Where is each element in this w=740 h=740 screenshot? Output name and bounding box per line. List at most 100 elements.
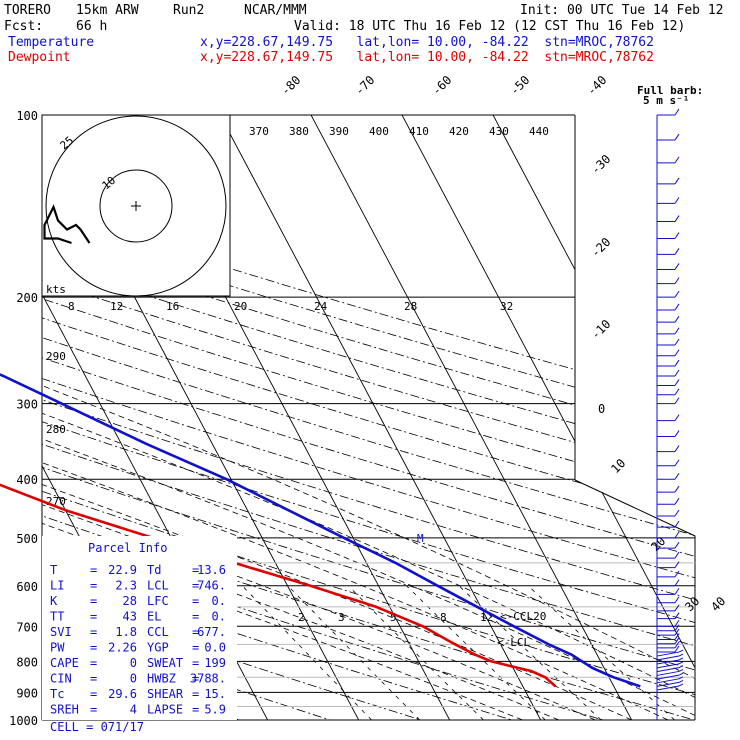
pressure-tick-label: 700 — [16, 620, 38, 634]
pressure-tick-label: 900 — [16, 686, 38, 700]
dry-adiabat — [42, 115, 695, 720]
pressure-tick-label: 200 — [16, 291, 38, 305]
wind-barb-flag — [674, 620, 680, 627]
wind-barb-flag — [674, 303, 680, 311]
wind-barb-flag — [674, 445, 680, 452]
lcl-annotation: <-LCL — [497, 636, 530, 649]
wind-barb-flag — [674, 509, 680, 517]
theta-e-label: 410 — [409, 125, 429, 138]
wind-barb-flag — [674, 624, 680, 632]
forecast-value: 66 h — [76, 19, 108, 34]
parcel-key: SWEAT — [147, 656, 183, 670]
temperature-location: x,y=228.67,149.75 lat,lon= 10.00, -84.22… — [200, 35, 654, 50]
parcel-eq: = — [192, 625, 199, 639]
ccl-annotation: <-CCL20 — [500, 610, 546, 623]
wind-barb-flag — [674, 248, 680, 255]
hodograph-ring-inner — [99, 169, 173, 243]
parcel-eq: = — [192, 579, 199, 593]
parcel-eq: = — [192, 563, 199, 577]
wind-barb-flag — [678, 676, 684, 680]
theta-label: 280 — [46, 423, 66, 436]
parcel-key: YGP — [147, 641, 169, 655]
parcel-value: 5.9 — [204, 703, 226, 717]
wind-barb — [656, 667, 680, 673]
pressure-tick-label: 300 — [16, 398, 38, 412]
parcel-eq: = — [90, 625, 97, 639]
mixing-ratio-line — [348, 585, 484, 720]
dry-adiabat — [42, 115, 695, 720]
theta-e-label: 400 — [369, 125, 389, 138]
parcel-eq: = — [90, 563, 97, 577]
wind-barb-flag — [674, 485, 680, 493]
wind-barb-flag — [674, 641, 680, 649]
dry-adiabat — [42, 115, 695, 720]
wind-barb — [656, 674, 680, 680]
pressure-tick-label: 600 — [16, 580, 38, 594]
wind-barb-flag — [674, 579, 680, 587]
parcel-key: SREH — [50, 703, 79, 717]
isotherm-line — [204, 115, 548, 720]
wind-barb-flag — [674, 263, 680, 270]
dry-adiabat — [42, 115, 695, 720]
wind-barb-flag — [674, 596, 680, 604]
pressure-tick-label: 1000 — [9, 714, 38, 728]
wind-barb — [656, 670, 680, 676]
parcel-value: 199 — [204, 656, 226, 670]
wind-barb-flag — [674, 349, 680, 357]
wind-barb-flag — [674, 359, 680, 367]
wind-barb — [656, 678, 680, 684]
parcel-eq: = — [90, 672, 97, 686]
parcel-key: T — [50, 563, 57, 577]
wind-barb-flag — [678, 679, 684, 683]
parcel-info-box — [42, 536, 237, 720]
pressure-tick-label: 800 — [16, 655, 38, 669]
dry-adiabat — [42, 115, 695, 720]
parcel-value: 22.9 — [108, 563, 137, 577]
parcel-key: PW — [50, 641, 65, 655]
wind-barb-flag — [678, 665, 684, 669]
wind-barb-flag — [674, 498, 680, 505]
wind-barb-flag — [674, 156, 680, 164]
wind-barb-flag — [674, 177, 680, 185]
wind-barb-flag — [674, 277, 680, 284]
parcel-key: K — [50, 594, 58, 608]
moist-adiabat — [42, 296, 523, 720]
isotherm-line — [386, 115, 695, 720]
isotherm-label: -60 — [429, 73, 454, 98]
parcel-value: 1.8 — [115, 625, 137, 639]
parcel-eq: = — [192, 594, 199, 608]
isotherm-line — [295, 115, 639, 720]
isotherm-label: -10 — [588, 317, 613, 342]
wind-barb-flag — [674, 612, 680, 619]
parcel-value: 0 — [130, 672, 137, 686]
wind-barb-flag — [674, 520, 680, 528]
theta-e-label: 420 — [449, 125, 469, 138]
parcel-value: 28 — [123, 594, 137, 608]
parcel-value: 4 — [130, 703, 137, 717]
isotherm-label: -40 — [584, 73, 609, 98]
parcel-eq: = — [192, 656, 199, 670]
parcel-eq: = — [90, 579, 97, 593]
pressure-tick-label: 100 — [16, 109, 38, 123]
wind-barb-flag — [674, 604, 680, 612]
hodo-speed-label: 24 — [314, 300, 328, 313]
theta-e-label: 380 — [289, 125, 309, 138]
theta-label: 290 — [46, 350, 66, 363]
wind-barb-flag — [674, 633, 680, 640]
wind-barb-flag — [674, 133, 680, 141]
wind-barb-flag — [674, 397, 680, 404]
isotherm-label: -70 — [352, 73, 377, 98]
dry-adiabat — [42, 115, 695, 720]
parcel-eq: = — [90, 656, 97, 670]
parcel-key: TT — [50, 610, 64, 624]
parcel-value: 0 — [130, 656, 137, 670]
barb-key-line1: Full barb: — [637, 84, 703, 97]
dewpoint-location: x,y=228.67,149.75 lat,lon= 10.00, -84.22… — [200, 50, 654, 65]
wind-barb-flag — [678, 668, 684, 672]
dewpoint-profile — [0, 483, 557, 688]
parcel-eq: = — [90, 641, 97, 655]
parcel-value: 746. — [197, 579, 226, 593]
wind-barb-flag — [674, 388, 680, 396]
wind-barb-flag — [674, 414, 680, 421]
parcel-value: 677. — [197, 625, 226, 639]
